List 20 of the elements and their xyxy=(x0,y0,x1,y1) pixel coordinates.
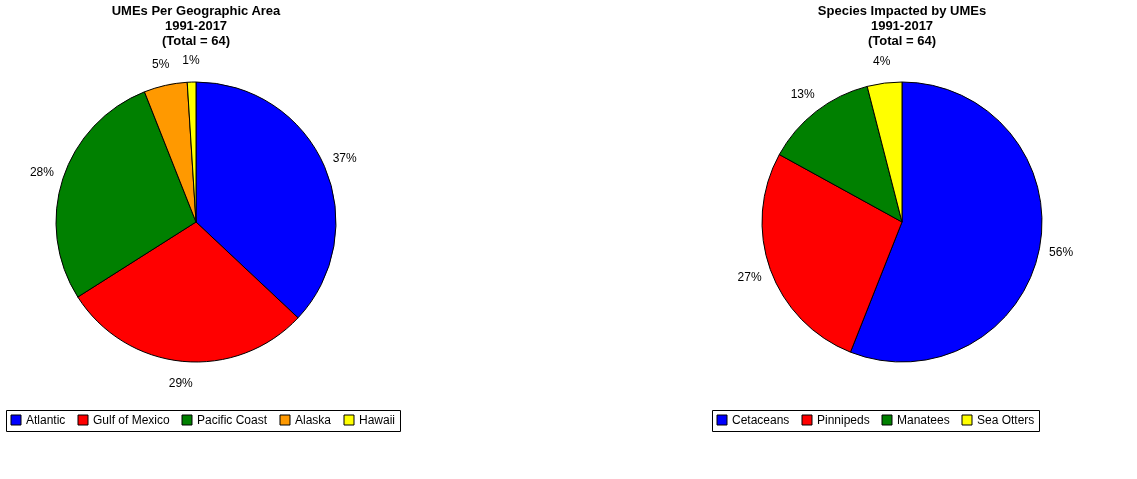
data-label: 28% xyxy=(29,164,55,179)
data-label: 56% xyxy=(1049,245,1074,260)
data-label: 4% xyxy=(873,54,891,69)
data-label: 13% xyxy=(790,86,816,101)
data-label: 1% xyxy=(182,53,200,68)
legend-label: Gulf of Mexico xyxy=(93,413,171,427)
legend-label: Alaska xyxy=(295,413,332,427)
data-label: 27% xyxy=(737,269,762,284)
legend-label: Manatees xyxy=(897,413,950,427)
legend-label: Atlantic xyxy=(26,413,66,427)
chart-title: UMEs Per Geographic Area 1991-2017 (Total = 64) xyxy=(111,3,282,48)
legend-label: Cetaceans xyxy=(732,413,790,427)
legend-label: Hawaii xyxy=(359,413,396,427)
data-label: 29% xyxy=(168,376,194,391)
data-label: 37% xyxy=(332,150,358,165)
data-label: 5% xyxy=(151,56,170,71)
legend-label: Sea Otters xyxy=(977,413,1035,427)
legend-label: Pinnipeds xyxy=(817,413,870,427)
chart-title: Species Impacted by UMEs 1991-2017 (Total = 64) xyxy=(817,3,987,48)
legend-label: Pacific Coast xyxy=(197,413,268,427)
